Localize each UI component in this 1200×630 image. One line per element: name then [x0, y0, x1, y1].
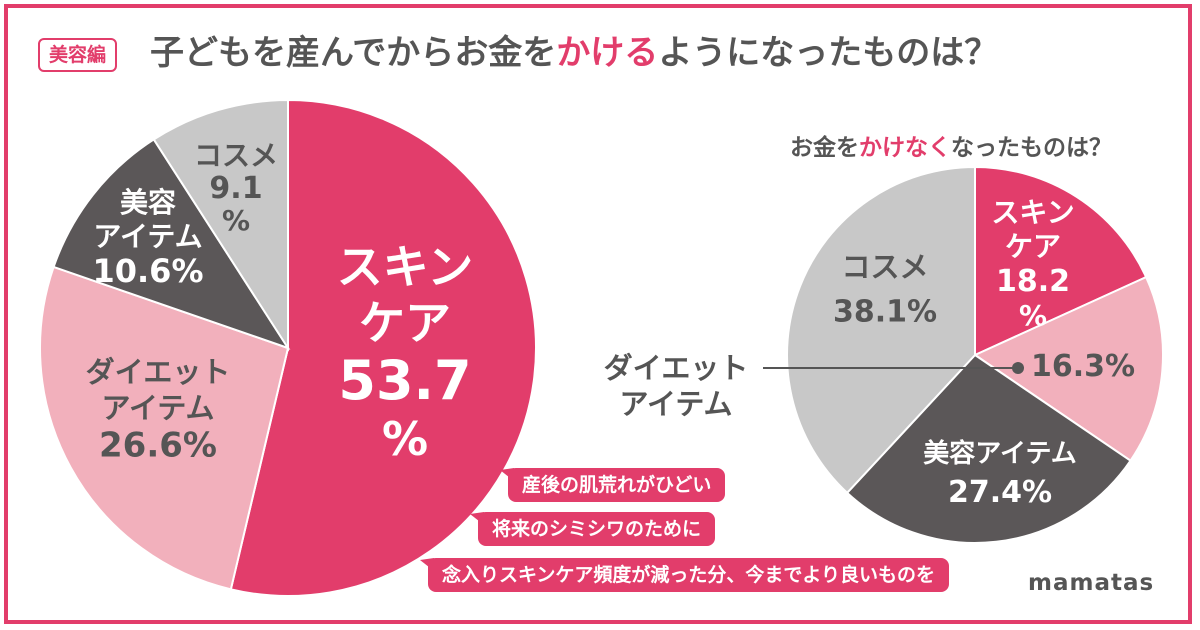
pie2-slice-0-value: 18.2 [996, 264, 1070, 299]
pie1-slice-0-value: 53.7 [338, 349, 471, 412]
pie1-slice-0-label-line-1: ケア [359, 296, 451, 350]
pie1-slice-1 [39, 265, 290, 591]
pie2-slice-1-value: 16.3% [1031, 349, 1135, 384]
pie1-slice-2-value: 10.6% [92, 252, 203, 290]
pie-chart-spend-less [786, 165, 1164, 544]
pie2-slice-3-value: 38.1% [833, 295, 937, 330]
pie-labels: スキンケア53.7%ダイエットアイテム26.6%美容アイテム10.6%コスメ9.… [86, 139, 1135, 510]
pie2-slice-1-label-line-0: ダイエット [604, 351, 749, 385]
pie1-slice-1-label-line-0: ダイエット [86, 355, 231, 389]
pie1-slice-2 [52, 138, 291, 350]
pie1-slice-0 [229, 98, 537, 597]
pie2-slice-2 [845, 353, 1132, 544]
category-badge: 美容編 [38, 38, 118, 72]
subtitle-part1: お金を [790, 135, 859, 161]
reason-bubble-2: 将来のシミシワのために [478, 512, 716, 546]
mamatas-logo: mamatas [1028, 570, 1155, 596]
pie2-diet-leader-dot [1012, 362, 1024, 374]
subtitle-highlight: かけなく [859, 135, 951, 161]
title-part1: 子どもを産んでから [150, 33, 455, 73]
reason-bubble-1: 産後の肌荒れがひどい [508, 468, 726, 502]
pie1-slice-0-pct: % [382, 412, 428, 466]
subtitle-part2: なったものは？ [951, 135, 1112, 161]
pie2-slice-0-label-line-0: スキン [991, 196, 1074, 229]
title-highlight: かける [556, 33, 659, 73]
pie2-slice-0-label-line-1: ケア [1005, 230, 1061, 263]
pie2-slice-1-label-line-1: アイテム [619, 387, 732, 421]
title-part3: ようになったものは？ [658, 33, 999, 73]
pie1-slice-3-value: 9.1 [209, 171, 262, 206]
pie1-slice-2-label-line-1: アイテム [93, 220, 202, 253]
pie2-slice-0-pct: % [1019, 299, 1047, 332]
pie1-slice-1-label-line-1: アイテム [101, 391, 214, 425]
pie2-slice-2-value: 27.4% [948, 475, 1052, 510]
pie2-slice-0 [974, 165, 1148, 357]
reason-bubble-3: 念入りスキンケア頻度が減った分、今までより良いものを [428, 558, 950, 592]
pie1-slice-1-value: 26.6% [99, 426, 217, 466]
pie2-slice-3 [786, 165, 976, 495]
pie1-slice-3-pct: % [222, 204, 250, 237]
pie2-slice-2-label-line-0: 美容アイテム [923, 438, 1076, 469]
main-title: 子どもを産んでからお金をかけるようになったものは？ [150, 30, 998, 76]
pie1-slice-3 [152, 98, 289, 352]
sub-title: お金をかけなくなったものは？ [790, 128, 1112, 162]
pie-chart-spend-more [39, 98, 537, 597]
pie1-slice-3-label-line-0: コスメ [194, 139, 278, 172]
title-part2: お金を [454, 33, 557, 73]
pie1-slice-0-label-line-0: スキン [337, 240, 474, 294]
pie2-slice-1 [972, 275, 1164, 463]
pie1-slice-2-label-line-0: 美容 [120, 186, 176, 219]
pie2-slice-3-label-line-0: コスメ [841, 250, 928, 284]
